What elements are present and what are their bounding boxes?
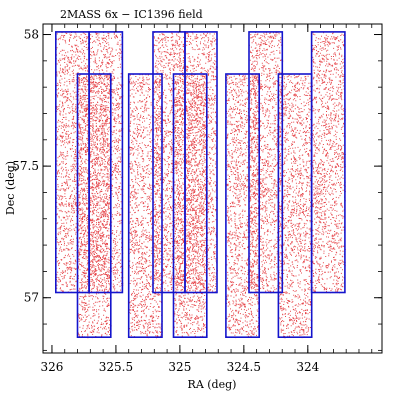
chart-title: 2MASS 6x − IC1396 field <box>60 8 203 21</box>
scan-field-11 <box>277 73 313 339</box>
scan-field-2 <box>88 31 124 294</box>
y-tick-label: 57.5 <box>12 159 39 173</box>
axes-layer: 326 325.5 325 324.5 324 58 57.5 57 <box>12 23 383 374</box>
x-tick-label: 324 <box>296 360 319 374</box>
scan-field-10 <box>225 73 260 339</box>
scan-field-outlines-layer <box>54 31 346 339</box>
scan-field-5 <box>248 31 284 294</box>
y-axis-label: Dec (deg) <box>4 161 17 215</box>
source-points <box>55 32 346 339</box>
x-tick-label: 326 <box>41 360 64 374</box>
scan-field-8 <box>127 73 163 339</box>
x-tick-label: 325.5 <box>99 360 133 374</box>
plot-frame <box>42 23 383 354</box>
scan-field-4 <box>184 31 218 294</box>
scan-field-7 <box>76 73 112 339</box>
x-tick-label: 324.5 <box>227 360 261 374</box>
scan-field-3 <box>152 31 186 294</box>
y-tick-label: 58 <box>24 28 39 42</box>
x-tick-label: 325 <box>168 360 191 374</box>
x-axis-label: RA (deg) <box>188 378 237 391</box>
source-points-layer <box>55 32 346 339</box>
scan-field-9 <box>172 73 208 339</box>
scan-field-6 <box>310 31 346 294</box>
y-tick-label: 57 <box>24 291 39 305</box>
